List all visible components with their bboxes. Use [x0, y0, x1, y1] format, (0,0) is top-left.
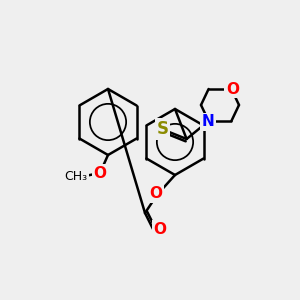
- Text: S: S: [157, 120, 169, 138]
- Text: O: O: [154, 221, 166, 236]
- Text: O: O: [149, 187, 163, 202]
- Text: O: O: [94, 166, 106, 181]
- Text: N: N: [201, 115, 214, 130]
- Text: CH₃: CH₃: [64, 170, 88, 184]
- Text: O: O: [226, 82, 239, 97]
